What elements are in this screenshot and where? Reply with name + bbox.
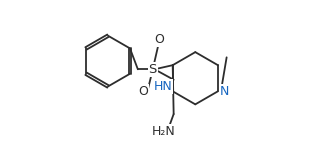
Text: O: O (138, 85, 148, 98)
Text: O: O (155, 33, 164, 46)
Text: N: N (220, 85, 229, 98)
Text: S: S (149, 63, 157, 76)
Text: HN: HN (154, 80, 172, 93)
Text: H₂N: H₂N (151, 125, 175, 138)
